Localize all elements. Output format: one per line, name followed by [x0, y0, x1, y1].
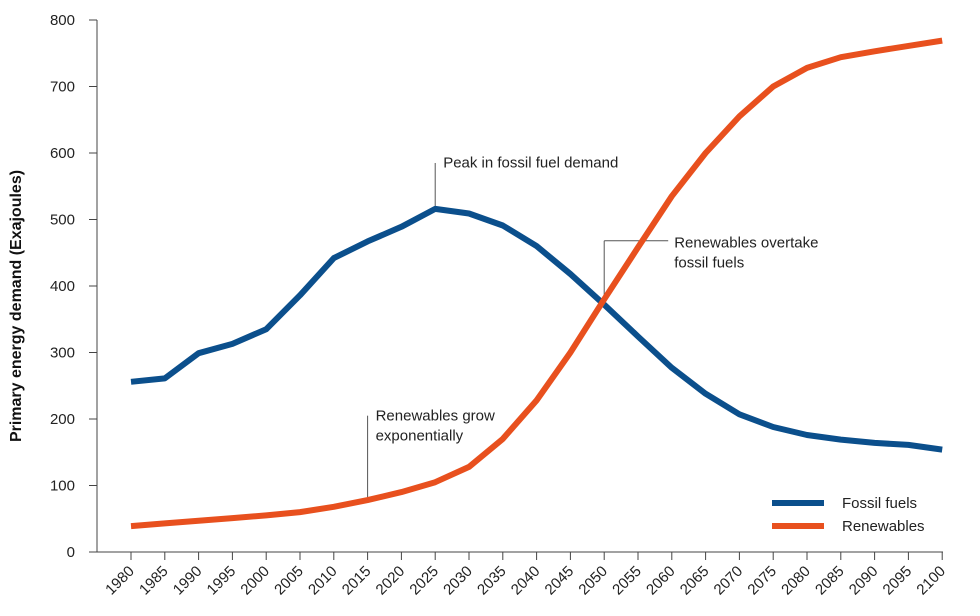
x-tick-label: 2075: [744, 563, 780, 599]
x-tick-label: 2085: [812, 563, 848, 599]
x-tick-label: 2010: [305, 563, 341, 599]
x-tick-label: 2045: [542, 563, 578, 599]
x-tick-label: 2055: [609, 563, 645, 599]
x-tick-label: 1995: [204, 563, 240, 599]
x-tick-label: 1990: [170, 563, 206, 599]
y-tick-label: 800: [50, 12, 75, 29]
y-tick-label: 400: [50, 278, 75, 295]
y-tick-label: 600: [50, 145, 75, 162]
x-tick-label: 2070: [711, 563, 747, 599]
x-tick-label: 2060: [643, 563, 679, 599]
x-tick-label: 2005: [271, 563, 307, 599]
y-tick-label: 700: [50, 79, 75, 96]
y-tick-label: 500: [50, 212, 75, 229]
x-tick-label: 2030: [440, 563, 476, 599]
y-axis-ticks: 0 100 200 300 400 500 600 700 800: [50, 12, 97, 561]
x-tick-label: 2080: [778, 563, 814, 599]
y-axis-label: Primary energy demand (Exajoules): [8, 170, 25, 442]
y-tick-label: 200: [50, 411, 75, 428]
annotation-text: Renewables overtake: [674, 234, 818, 251]
legend-label: Renewables: [842, 518, 925, 535]
x-tick-label: 2040: [508, 563, 544, 599]
x-tick-label: 2100: [913, 563, 949, 599]
series-line-fossil-fuels: [130, 205, 943, 453]
axes: [96, 20, 943, 553]
annotation-text: exponentially: [376, 427, 464, 444]
x-axis-ticks: 1980198519901995200020052010201520202025…: [102, 552, 949, 598]
y-tick-label: 100: [50, 478, 75, 495]
x-tick-label: 1985: [136, 563, 172, 599]
x-tick-label: 2095: [880, 563, 916, 599]
legend-label: Fossil fuels: [842, 495, 917, 512]
x-tick-label: 1980: [102, 563, 138, 599]
annotation-text: Peak in fossil fuel demand: [443, 155, 618, 172]
x-tick-label: 2015: [339, 563, 375, 599]
x-tick-label: 2000: [237, 563, 273, 599]
x-tick-label: 2035: [474, 563, 510, 599]
x-tick-label: 2065: [677, 563, 713, 599]
x-tick-label: 2020: [373, 563, 409, 599]
annotation-text: Renewables grow: [376, 407, 495, 424]
x-tick-label: 2025: [406, 563, 442, 599]
series-lines: [130, 37, 943, 530]
legend: Fossil fuels Renewables: [772, 495, 925, 535]
y-tick-label: 300: [50, 345, 75, 362]
x-tick-label: 2050: [575, 563, 611, 599]
y-tick-label: 0: [67, 544, 75, 561]
x-tick-label: 2090: [846, 563, 882, 599]
annotations: Peak in fossil fuel demand Renewables ove…: [367, 155, 818, 498]
annotation-text: fossil fuels: [674, 254, 744, 271]
series-line-renewables: [130, 37, 943, 530]
